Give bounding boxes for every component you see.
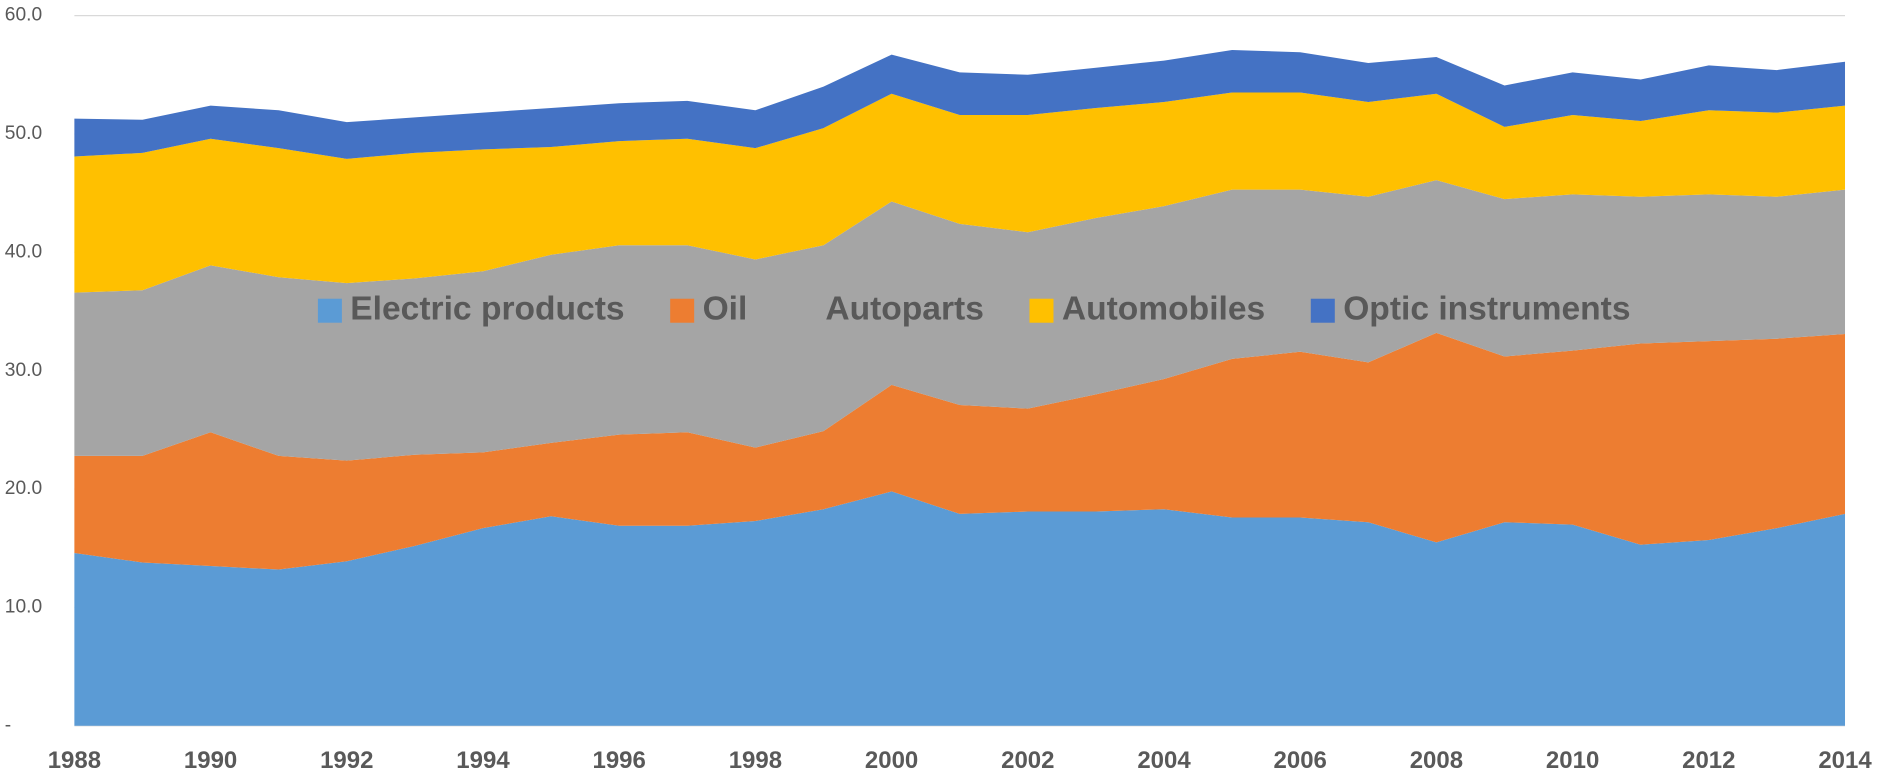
x-tick-label: 2010 <box>1546 747 1599 774</box>
y-tick-label: 10.0 <box>5 596 42 617</box>
y-tick-label: 20.0 <box>5 478 42 499</box>
legend-swatch <box>1310 298 1335 323</box>
x-tick-label: 2012 <box>1682 747 1735 774</box>
legend-swatch <box>1029 298 1054 323</box>
x-tick-label: 2000 <box>865 747 918 774</box>
x-tick-label: 1990 <box>184 747 237 774</box>
x-tick-label: 1994 <box>456 747 510 774</box>
x-tick-label: 2006 <box>1274 747 1327 774</box>
x-tick-label: 1992 <box>320 747 373 774</box>
legend-label: Oil <box>703 291 748 328</box>
legend-swatch <box>792 298 817 323</box>
legend-swatch <box>317 298 342 323</box>
y-tick-label: 30.0 <box>5 360 42 381</box>
x-tick-label: 2002 <box>1001 747 1054 774</box>
x-tick-label: 1988 <box>48 747 101 774</box>
legend-swatch <box>670 298 695 323</box>
area <box>74 49 1846 159</box>
legend: Electric products Oil Autoparts Automobiles… <box>317 291 1631 328</box>
y-tick-label: 40.0 <box>5 241 42 262</box>
legend-label: Electric products <box>350 291 624 328</box>
legend-label: Autoparts <box>825 291 984 328</box>
legend-label: Optic instruments <box>1343 291 1630 328</box>
x-tick-label: 2004 <box>1137 747 1191 774</box>
legend-label: Automobiles <box>1062 291 1265 328</box>
y-tick-label: - <box>5 715 11 736</box>
x-tick-label: 1998 <box>729 747 782 774</box>
x-tick-label: 2008 <box>1410 747 1463 774</box>
area <box>74 332 1846 570</box>
y-tick-label: 60.0 <box>5 5 42 26</box>
area <box>74 180 1846 461</box>
area <box>74 92 1846 293</box>
x-tick-label: 1996 <box>593 747 646 774</box>
y-tick-label: 50.0 <box>5 123 42 144</box>
area <box>74 491 1846 726</box>
x-tick-label: 2014 <box>1818 747 1872 774</box>
